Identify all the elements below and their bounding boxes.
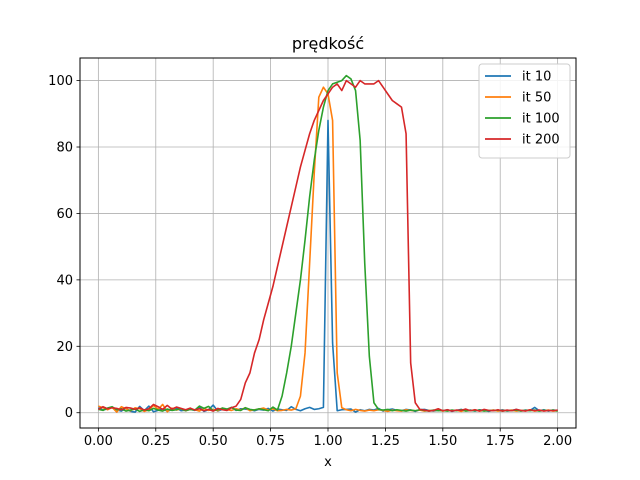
y-tick-label: 0 — [65, 406, 73, 421]
x-tick-label: 1.00 — [314, 434, 343, 449]
x-tick-label: 1.50 — [428, 434, 457, 449]
x-tick-label: 0.25 — [141, 434, 170, 449]
y-tick-label: 80 — [56, 141, 73, 156]
x-tick-label: 0.50 — [199, 434, 228, 449]
y-tick-label: 100 — [48, 74, 73, 89]
x-tick-label: 0.00 — [84, 434, 113, 449]
series-line — [97, 79, 558, 412]
legend-label: it 100 — [522, 112, 560, 127]
y-axis: 0 20 40 60 80 100 — [48, 74, 80, 421]
legend-label: it 200 — [522, 133, 560, 148]
x-tick-label: 0.75 — [256, 434, 285, 449]
y-tick-label: 40 — [56, 273, 73, 288]
x-tick-label: 2.00 — [543, 434, 572, 449]
legend: it 10 it 50 it 100 it 200 — [478, 63, 571, 159]
x-tick-label: 1.25 — [371, 434, 400, 449]
legend-box — [478, 63, 571, 159]
legend-label: it 10 — [522, 70, 551, 85]
x-tick-label: 1.75 — [486, 434, 515, 449]
legend-label: it 50 — [522, 91, 551, 106]
chart-title: prędkość — [292, 34, 364, 53]
x-axis-label: x — [324, 455, 332, 470]
series-lines — [97, 74, 558, 413]
x-axis: 0.00 0.25 0.50 0.75 1.00 1.25 1.50 1.75 2.00 — [84, 428, 572, 449]
y-tick-label: 20 — [56, 340, 73, 355]
y-tick-label: 60 — [56, 207, 73, 222]
